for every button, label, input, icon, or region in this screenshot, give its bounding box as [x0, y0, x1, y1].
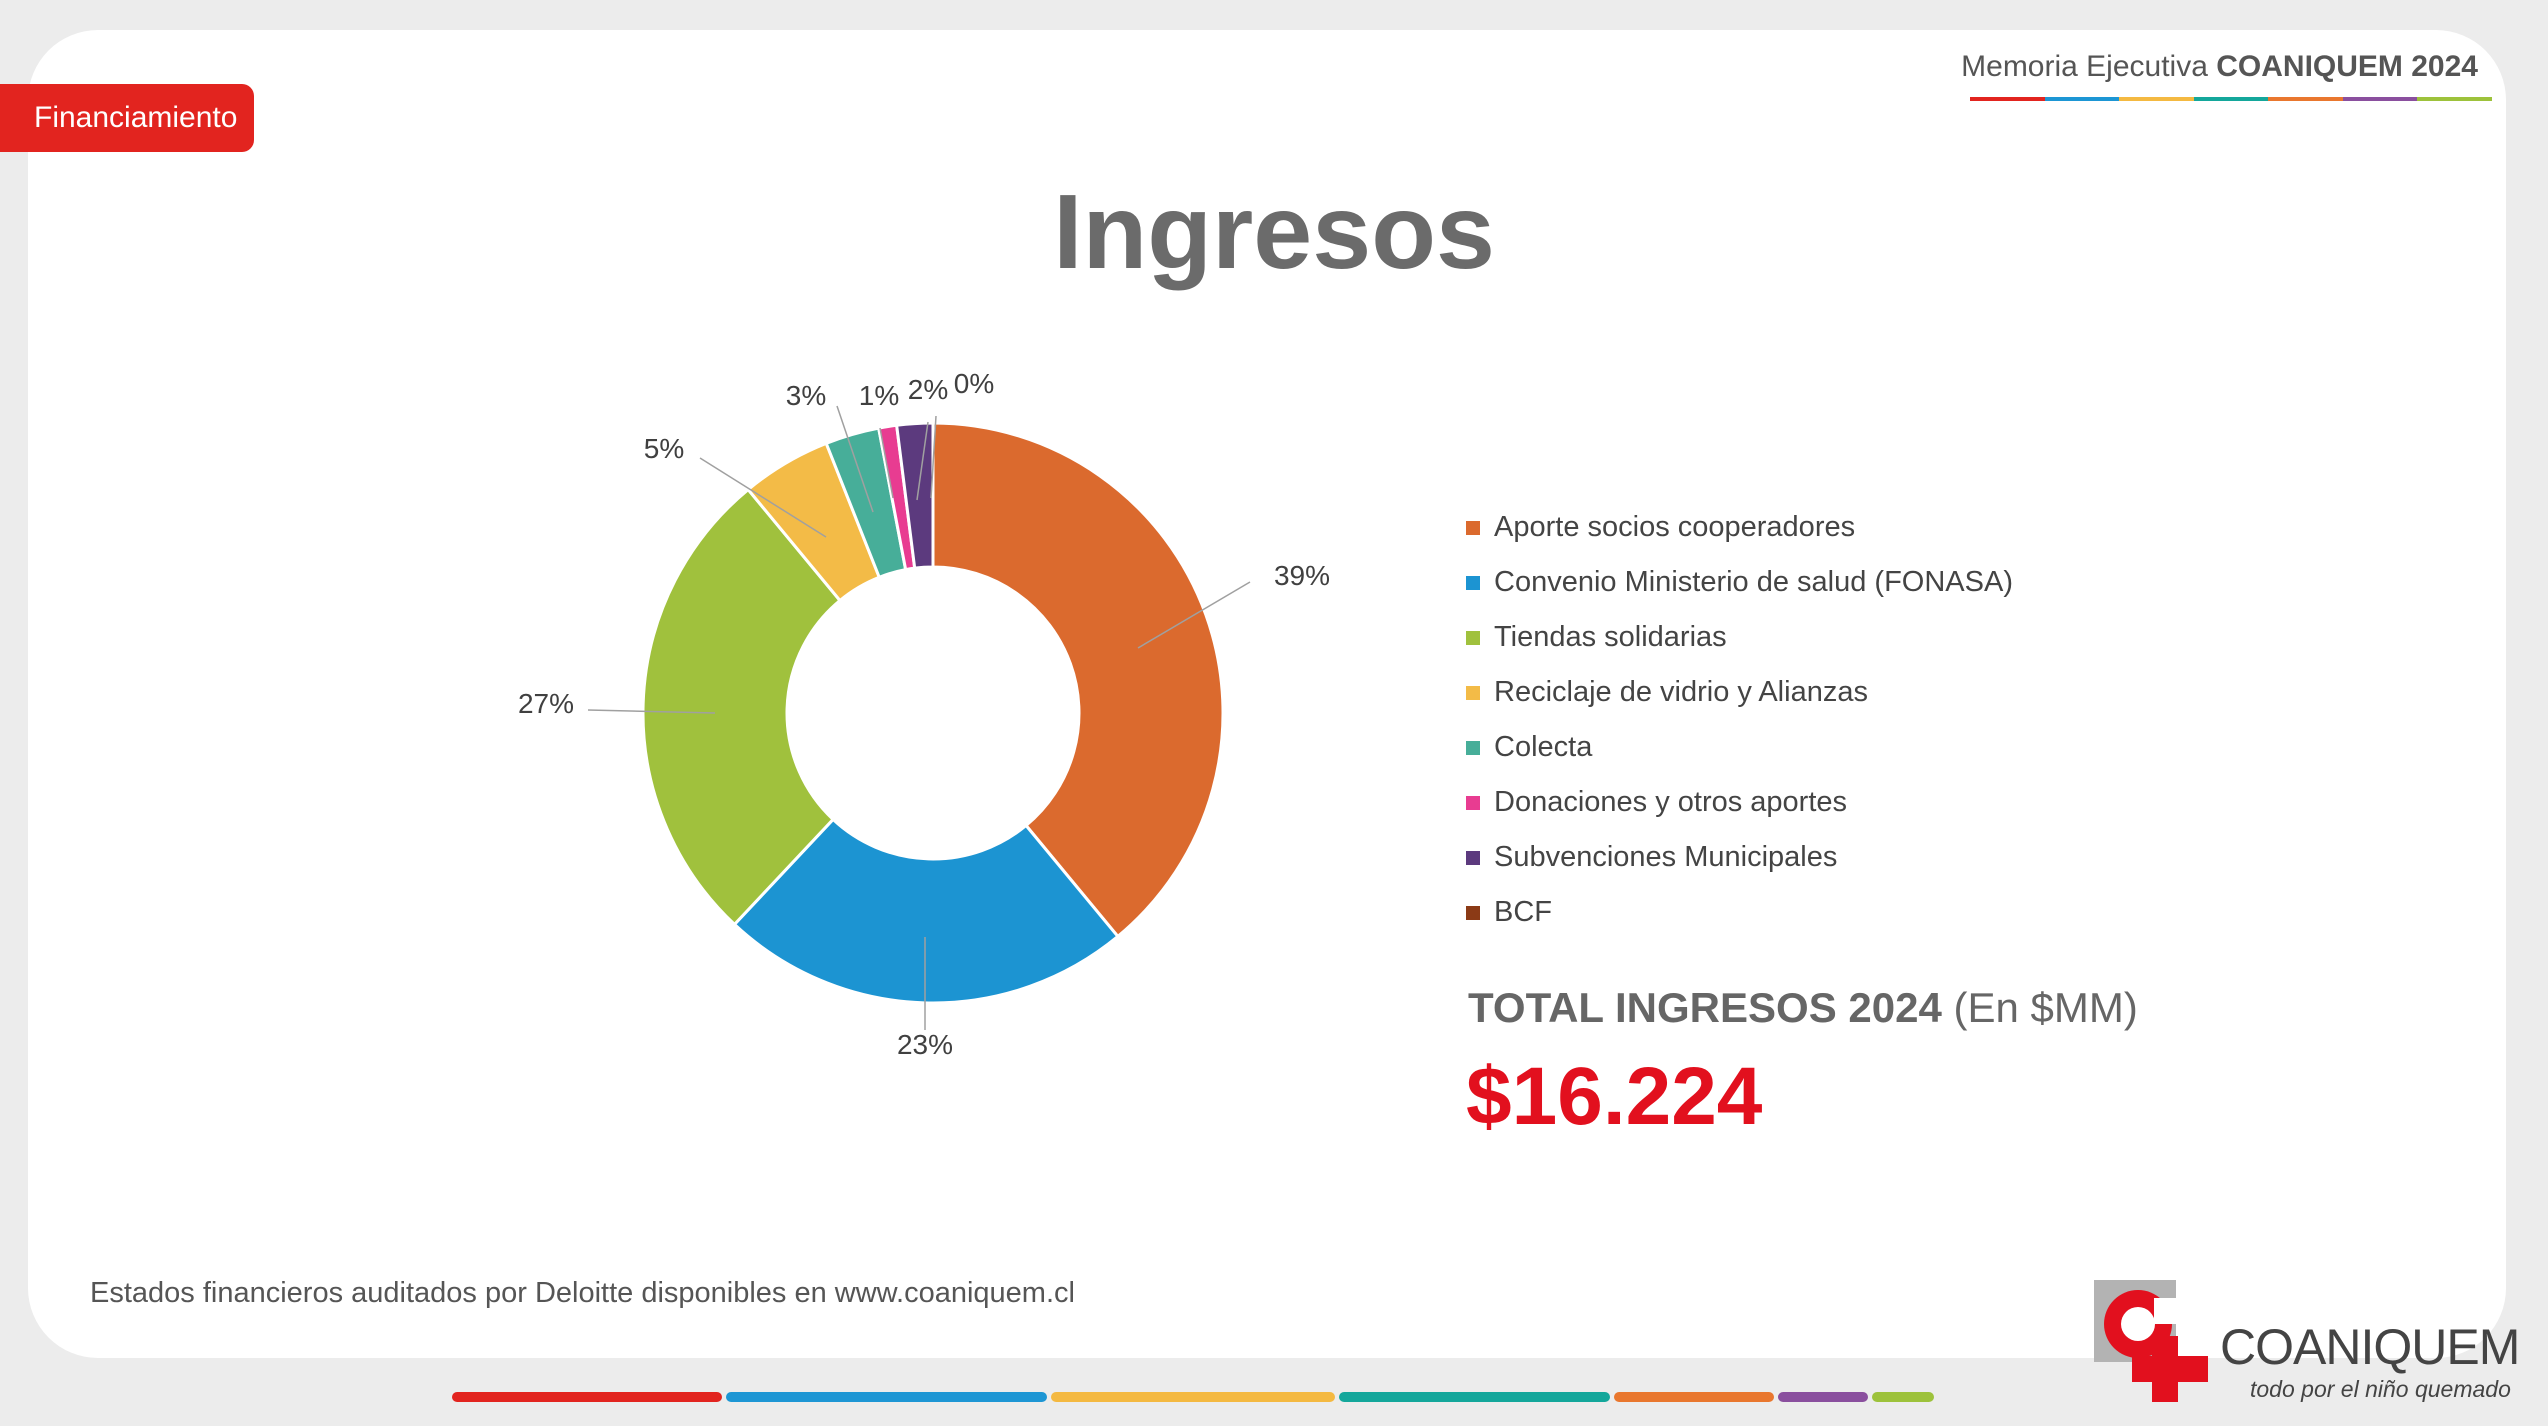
logo-cross-icon — [2094, 1280, 2208, 1402]
header-accent-line — [1970, 97, 2493, 101]
leader-line — [879, 427, 894, 499]
legend-swatch — [1466, 520, 1480, 535]
legend-swatch — [1466, 630, 1480, 645]
header-accent-segment — [2268, 97, 2343, 101]
header-title-bold: COANIQUEM 2024 — [2216, 50, 2478, 83]
legend-label: Colecta — [1494, 731, 1593, 763]
data-label: 0% — [954, 368, 994, 399]
data-label: 1% — [859, 380, 899, 411]
total-value: $16.224 — [1466, 1051, 1763, 1142]
footer-accent-segment — [726, 1392, 1047, 1402]
legend-item: Subvenciones Municipales — [1466, 830, 2013, 885]
legend-item: Aporte socios cooperadores — [1466, 500, 2013, 555]
legend-item: BCF — [1466, 885, 2013, 940]
footer-accent-segment — [1050, 1392, 1336, 1402]
header-accent-segment — [1970, 97, 2045, 101]
page-title: Ingresos — [1053, 173, 1495, 291]
legend-item: Reciclaje de vidrio y Alianzas — [1466, 665, 2013, 720]
footer-accent-segment — [1871, 1392, 1934, 1402]
legend-label: BCF — [1494, 896, 1552, 928]
slide-card — [28, 30, 2506, 1358]
legend-label: Reciclaje de vidrio y Alianzas — [1494, 676, 1868, 708]
legend-swatch — [1466, 740, 1480, 755]
donut-slice — [732, 817, 1120, 1005]
chart-legend: Aporte socios cooperadores Convenio Minis… — [1466, 500, 2013, 940]
section-tag: Financiamiento — [0, 84, 254, 152]
header-accent-segment — [2119, 97, 2194, 101]
header-title-prefix: Memoria Ejecutiva — [1961, 50, 2208, 83]
data-label: 3% — [786, 380, 826, 411]
leader-line — [836, 405, 874, 513]
data-label: 39% — [1274, 560, 1330, 591]
header-accent-segment — [2044, 97, 2120, 101]
legend-swatch — [1466, 850, 1480, 865]
header-accent-segment — [2193, 97, 2269, 101]
data-label: 27% — [518, 688, 574, 719]
total-label: TOTAL INGRESOS 2024 (En $MM) — [1468, 984, 2138, 1032]
logo-name: COANIQUEM — [2220, 1319, 2520, 1375]
header-accent-segment — [2417, 97, 2493, 101]
header-title: Memoria Ejecutiva COANIQUEM 2024 — [1961, 50, 2478, 84]
legend-item: Tiendas solidarias — [1466, 610, 2013, 665]
leader-line — [930, 415, 937, 499]
total-label-unit: (En $MM) — [1953, 984, 2138, 1031]
legend-item: Convenio Ministerio de salud (FONASA) — [1466, 555, 2013, 610]
legend-swatch — [1466, 795, 1480, 810]
donut-slice — [894, 421, 935, 570]
donut-slice — [931, 421, 1225, 939]
leader-line — [1137, 581, 1251, 649]
footer-accent-segment — [1613, 1392, 1774, 1402]
legend-swatch — [1466, 685, 1480, 700]
footer-accent-bar — [452, 1392, 1934, 1402]
footer-accent-segment — [1777, 1392, 1868, 1402]
legend-swatch — [1466, 905, 1480, 920]
footer-accent-segment — [452, 1392, 723, 1402]
leader-line — [699, 457, 827, 538]
header-accent-segment — [2342, 97, 2418, 101]
data-label: 5% — [644, 433, 684, 464]
legend-label: Subvenciones Municipales — [1494, 841, 1838, 873]
legend-label: Convenio Ministerio de salud (FONASA) — [1494, 566, 2013, 598]
data-label: 2% — [908, 374, 948, 405]
coaniquem-logo: COANIQUEM todo por el niño quemado — [2094, 1276, 2534, 1406]
legend-label: Aporte socios cooperadores — [1494, 511, 1856, 543]
legend-label: Donaciones y otros aportes — [1494, 786, 1848, 818]
leader-line — [587, 709, 716, 714]
data-label: 23% — [897, 1029, 953, 1060]
legend-item: Colecta — [1466, 720, 2013, 775]
logo-tagline: todo por el niño quemado — [2250, 1376, 2511, 1402]
legend-label: Tiendas solidarias — [1494, 621, 1727, 653]
leader-line — [916, 421, 929, 501]
legend-item: Donaciones y otros aportes — [1466, 775, 2013, 830]
donut-slice — [641, 487, 843, 927]
total-label-bold: TOTAL INGRESOS 2024 — [1468, 984, 1942, 1031]
footer-accent-segment — [1339, 1392, 1610, 1402]
legend-swatch — [1466, 575, 1480, 590]
footnote: Estados financieros auditados por Deloit… — [90, 1277, 1075, 1309]
